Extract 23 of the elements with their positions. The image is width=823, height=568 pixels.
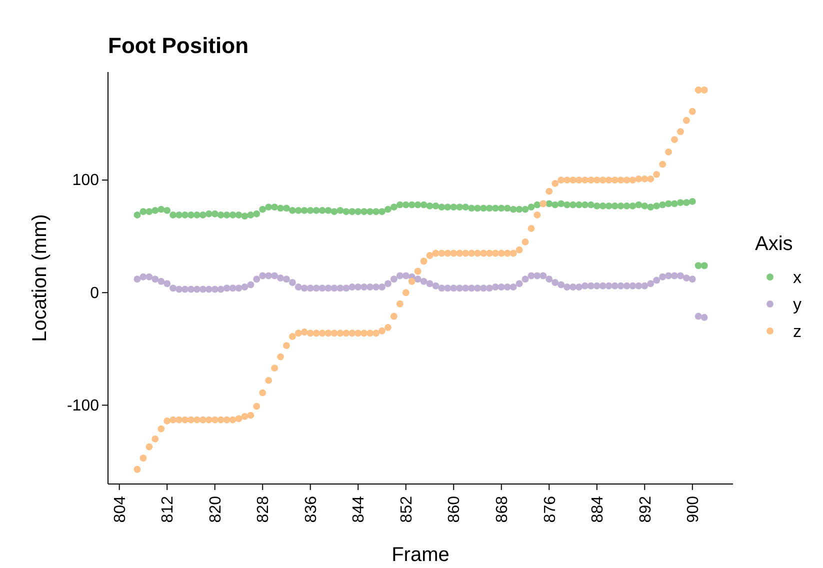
y-tick-label: 0 xyxy=(90,284,100,302)
legend-label: y xyxy=(793,295,802,314)
y-tick-label: 100 xyxy=(72,172,100,190)
x-tick-label: 836 xyxy=(302,496,320,523)
x-tick-label: 804 xyxy=(112,496,129,523)
x-tick-label: 860 xyxy=(446,496,464,523)
x-tick-label: 892 xyxy=(637,496,654,523)
x-tick-label: 820 xyxy=(207,496,224,523)
y-tick-label: -100 xyxy=(66,397,100,414)
x-tick-label: 828 xyxy=(255,496,272,523)
x-tick-label: 876 xyxy=(542,496,559,523)
chart-title: Foot Position xyxy=(108,33,249,58)
x-tick-label: 844 xyxy=(350,496,368,523)
x-tick-label: 884 xyxy=(589,496,606,523)
x-tick-label: 868 xyxy=(494,496,511,523)
x-tick-label: 900 xyxy=(685,496,702,523)
legend-label: x xyxy=(793,268,802,287)
legend-label: z xyxy=(793,322,802,341)
y-axis-title: Location (mm) xyxy=(29,214,51,342)
legend-title: Axis xyxy=(755,233,793,255)
x-tick-label: 852 xyxy=(398,496,416,523)
x-axis-title: Frame xyxy=(392,544,450,566)
x-tick-label: 812 xyxy=(160,496,177,523)
